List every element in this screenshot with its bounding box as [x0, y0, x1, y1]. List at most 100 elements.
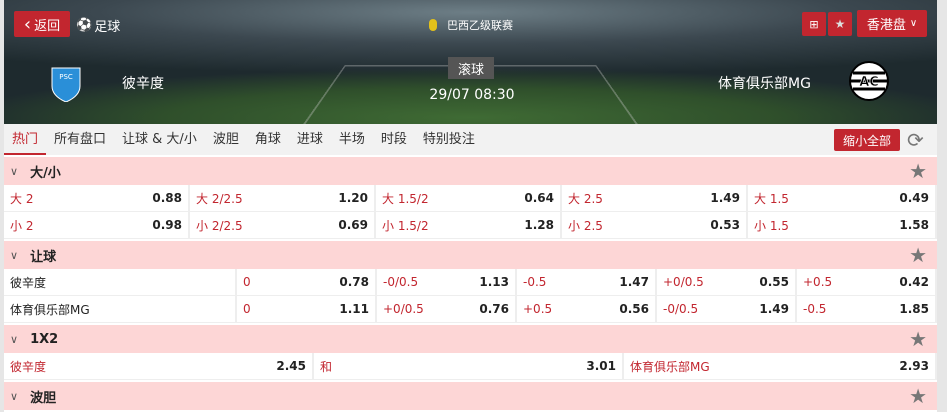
odds-cell[interactable]: 0 1.11 — [237, 296, 377, 322]
tab-corners[interactable]: 角球 — [254, 132, 281, 147]
odds-cell[interactable]: +0.5 0.42 — [797, 269, 937, 295]
tab-half[interactable]: 半场 — [338, 132, 365, 147]
odds-price: 1.85 — [899, 302, 929, 316]
odds-line: 小 1.5/2 — [382, 218, 429, 233]
svg-text:AC: AC — [859, 75, 879, 90]
chevron-down-icon: ∨ — [909, 18, 918, 29]
odds-line: -0/0.5 — [383, 275, 419, 289]
scoreboard-button[interactable]: ⊞ — [802, 12, 826, 36]
odds-cell[interactable]: +0/0.5 0.55 — [657, 269, 797, 295]
odds-line: 大 2.5 — [568, 191, 603, 206]
star-icon[interactable]: ★ — [909, 159, 927, 183]
odds-line: 大 2 — [10, 191, 34, 206]
odds-price: 1.13 — [479, 275, 509, 289]
odds-price: 1.47 — [619, 275, 649, 289]
odds-line: 和 — [320, 359, 333, 374]
odds-cell[interactable]: -0.5 1.85 — [797, 296, 937, 322]
odds-line: -0.5 — [803, 302, 827, 316]
section-1x2[interactable]: ∨ 1X2 ★ — [4, 325, 937, 353]
league-name: 巴西乙级联赛 — [447, 19, 513, 32]
odds-price: 3.01 — [586, 359, 616, 373]
match-time: 29/07 08:30 — [429, 87, 515, 103]
tab-periods[interactable]: 时段 — [380, 132, 407, 147]
league-icon — [429, 19, 437, 31]
odds-price: 0.76 — [479, 302, 509, 316]
star-icon[interactable]: ★ — [909, 384, 927, 408]
odds-price: 0.55 — [759, 275, 789, 289]
section-handicap[interactable]: ∨ 让球 ★ — [4, 241, 937, 269]
odds-line: 大 1.5 — [754, 191, 789, 206]
tab-goals[interactable]: 进球 — [296, 132, 323, 147]
odds-cell[interactable]: -0.5 1.47 — [517, 269, 657, 295]
odds-cell[interactable]: +0/0.5 0.76 — [377, 296, 517, 322]
odds-cell[interactable]: 小 1.5/2 1.28 — [376, 212, 562, 238]
odds-line: -0/0.5 — [663, 302, 699, 316]
odds-cell[interactable]: 和 3.01 — [314, 353, 624, 379]
odds-price: 0.64 — [524, 191, 554, 205]
table-row: 小 2 0.98 小 2/2.5 0.69 小 1.5/2 1.28 小 2.5 0.53 小 … — [4, 212, 937, 239]
tab-correct-score[interactable]: 波胆 — [212, 132, 239, 147]
odds-cell[interactable]: 大 1.5 0.49 — [748, 185, 937, 211]
odds-line: 小 2.5 — [568, 218, 603, 233]
odds-cell[interactable]: -0/0.5 1.49 — [657, 296, 797, 322]
odds-cell[interactable]: 大 1.5/2 0.64 — [376, 185, 562, 211]
odds-format-value: 香港盘 — [866, 18, 906, 33]
odds-line: +0.5 — [803, 275, 833, 289]
odds-price: 0.98 — [152, 218, 182, 232]
odds-cell[interactable]: 小 2 0.98 — [4, 212, 190, 238]
odds-cell[interactable]: 小 2/2.5 0.69 — [190, 212, 376, 238]
odds-cell[interactable]: 大 2.5 1.49 — [562, 185, 748, 211]
odds-cell[interactable]: 体育俱乐部MG 2.93 — [624, 353, 937, 379]
odds-line: 小 1.5 — [754, 218, 789, 233]
odds-format-select[interactable]: 香港盘 ∨ — [857, 10, 927, 37]
odds-price: 2.45 — [276, 359, 306, 373]
odds-line: 小 2/2.5 — [196, 218, 243, 233]
odds-price: 0.88 — [152, 191, 182, 205]
refresh-icon[interactable]: ⟳ — [907, 128, 924, 152]
odds-price: 0.42 — [899, 275, 929, 289]
odds-cell[interactable]: +0.5 0.56 — [517, 296, 657, 322]
odds-cell[interactable]: 大 2/2.5 1.20 — [190, 185, 376, 211]
odds-cell[interactable]: -0/0.5 1.13 — [377, 269, 517, 295]
odds-cell[interactable]: 小 1.5 1.58 — [748, 212, 937, 238]
section-title: 波胆 — [30, 390, 57, 406]
star-icon[interactable]: ★ — [909, 243, 927, 267]
sport-label: ⚽ 足球 — [76, 16, 120, 35]
back-button[interactable]: ‹ 返回 — [14, 11, 70, 37]
odds-price: 1.49 — [759, 302, 789, 316]
home-team-name: 彼辛度 — [122, 76, 164, 92]
star-icon[interactable]: ★ — [909, 327, 927, 351]
section-over-under[interactable]: ∨ 大/小 ★ — [4, 157, 937, 185]
match-page: ‹ 返回 ⚽ 足球 巴西乙级联赛 ⊞ ★ 香港盘 ∨ PSC 彼辛度 滚球 29/07… — [4, 0, 937, 412]
odds-line: 小 2 — [10, 218, 34, 233]
odds-price: 1.49 — [710, 191, 740, 205]
odds-price: 2.93 — [899, 359, 929, 373]
league: 巴西乙级联赛 — [429, 17, 513, 33]
sport-name: 足球 — [94, 20, 121, 35]
tab-all[interactable]: 所有盘口 — [54, 132, 107, 147]
section-title: 让球 — [30, 249, 57, 265]
tab-hot[interactable]: 热门 — [4, 124, 47, 155]
odds-price: 0.49 — [899, 191, 929, 205]
odds-price: 0.69 — [338, 218, 368, 232]
odds-line: 0 — [243, 302, 251, 316]
odds-cell[interactable]: 小 2.5 0.53 — [562, 212, 748, 238]
odds-line: +0/0.5 — [383, 302, 424, 316]
odds-line: 体育俱乐部MG — [630, 359, 710, 374]
soccer-ball-icon: ⚽ — [76, 18, 93, 33]
tab-specials[interactable]: 特别投注 — [422, 132, 475, 147]
collapse-all-button[interactable]: 缩小全部 — [834, 129, 900, 151]
odds-price: 0.56 — [619, 302, 649, 316]
market-tabs: 热门 所有盘口 让球 & 大/小 波胆 角球 进球 半场 时段 特别投注 缩小全… — [4, 124, 937, 155]
odds-cell[interactable]: 彼辛度 2.45 — [4, 353, 314, 379]
odds-cell[interactable]: 0 0.78 — [237, 269, 377, 295]
odds-cell[interactable]: 大 2 0.88 — [4, 185, 190, 211]
odds-line: 大 1.5/2 — [382, 191, 429, 206]
section-correct-score[interactable]: ∨ 波胆 ★ — [4, 382, 937, 410]
odds-line: -0.5 — [523, 275, 547, 289]
back-label: 返回 — [34, 18, 61, 34]
match-header: ‹ 返回 ⚽ 足球 巴西乙级联赛 ⊞ ★ 香港盘 ∨ PSC 彼辛度 滚球 29/07… — [4, 0, 937, 124]
tab-handicap-ou[interactable]: 让球 & 大/小 — [122, 132, 197, 147]
favorite-button[interactable]: ★ — [828, 12, 852, 36]
team-name: 体育俱乐部MG — [4, 296, 237, 322]
